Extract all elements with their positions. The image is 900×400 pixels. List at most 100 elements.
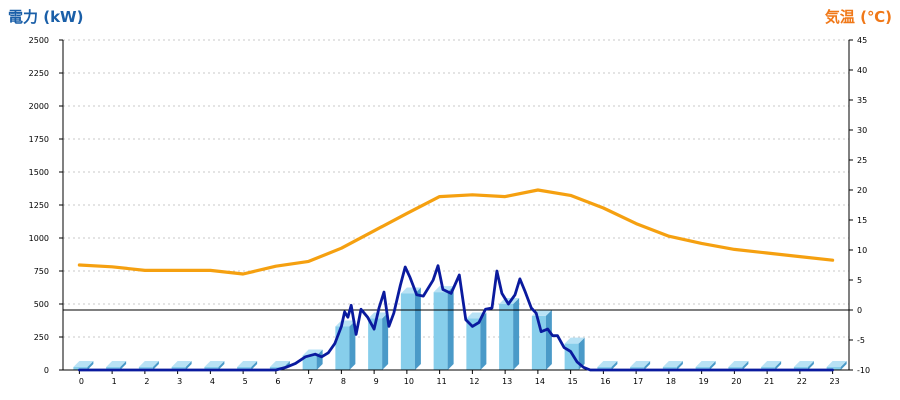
power-bar-top	[793, 361, 814, 367]
power-bar-top	[728, 361, 749, 367]
right-tick-label: -5	[857, 336, 865, 345]
left-axis-title: 電力 (kW)	[8, 8, 83, 26]
x-tick-label: 17	[633, 377, 643, 386]
power-bar-side	[218, 361, 225, 370]
right-tick-label: 0	[857, 306, 862, 315]
x-tick-label: 15	[568, 377, 578, 386]
x-tick-label: 1	[112, 377, 117, 386]
power-bar	[433, 292, 448, 370]
power-bar-side	[120, 361, 127, 370]
power-bar-top	[761, 361, 782, 367]
power-bar-top	[564, 337, 585, 344]
power-bar-top	[73, 361, 94, 367]
x-tick-label: 2	[144, 377, 149, 386]
x-tick-label: 8	[341, 377, 346, 386]
power-bar-side	[414, 287, 421, 370]
power-bar	[826, 367, 841, 370]
power-bar-top	[106, 361, 127, 367]
power-bar-side	[742, 361, 749, 370]
power-bar-side	[611, 361, 618, 370]
power-bar-side	[775, 361, 782, 370]
power-bar	[302, 355, 317, 370]
x-tick-label: 10	[404, 377, 414, 386]
power-bar-side	[545, 309, 552, 370]
right-tick-label: 5	[857, 276, 862, 285]
power-bar	[466, 318, 481, 370]
right-tick-label: 20	[857, 186, 867, 195]
power-bar-side	[185, 361, 192, 370]
x-tick-label: 5	[243, 377, 248, 386]
x-tick-label: 4	[210, 377, 215, 386]
right-tick-label: 40	[857, 66, 867, 75]
left-tick-label: 1250	[29, 201, 49, 210]
power-bar-top	[269, 361, 290, 367]
power-bar-top	[662, 361, 683, 367]
x-tick-label: 19	[699, 377, 709, 386]
left-tick-label: 250	[34, 333, 49, 342]
x-tick-label: 3	[177, 377, 182, 386]
x-tick-label: 14	[535, 377, 545, 386]
power-bar-side	[513, 298, 520, 370]
power-bar-side	[840, 361, 847, 370]
power-bar	[335, 326, 350, 370]
power-bar	[728, 367, 743, 370]
left-tick-label: 2000	[29, 102, 49, 111]
power-bar-side	[251, 361, 258, 370]
right-tick-label: 10	[857, 246, 867, 255]
power-bar-side	[578, 337, 585, 370]
ticks-layer: 02505007501000125015001750200022502500-1…	[29, 36, 870, 386]
x-tick-label: 11	[437, 377, 447, 386]
left-tick-label: 1000	[29, 234, 49, 243]
power-bar-top	[237, 361, 258, 367]
power-bar	[237, 367, 252, 370]
left-tick-label: 500	[34, 300, 49, 309]
power-bar-side	[152, 361, 159, 370]
x-tick-label: 9	[374, 377, 379, 386]
power-bar-side	[349, 320, 356, 370]
power-bar-side	[87, 361, 94, 370]
power-bar-top	[597, 361, 618, 367]
left-tick-label: 0	[44, 366, 49, 375]
lines-layer	[63, 188, 849, 372]
x-tick-label: 18	[666, 377, 676, 386]
left-tick-label: 2500	[29, 36, 49, 45]
power-bar-top	[171, 361, 192, 367]
power-bar	[73, 367, 88, 370]
power-bar	[761, 367, 776, 370]
x-tick-label: 0	[79, 377, 84, 386]
power-line	[78, 264, 834, 372]
power-bar	[630, 367, 645, 370]
axis-layer	[59, 39, 853, 374]
x-tick-label: 20	[731, 377, 741, 386]
power-bar	[499, 304, 514, 370]
power-bar-top	[630, 361, 651, 367]
right-tick-label: 30	[857, 126, 867, 135]
power-bar-top	[204, 361, 225, 367]
power-bar	[138, 367, 153, 370]
power-bar-top	[138, 361, 159, 367]
x-tick-label: 23	[830, 377, 840, 386]
x-tick-label: 13	[502, 377, 512, 386]
x-tick-label: 21	[764, 377, 774, 386]
power-bar	[204, 367, 219, 370]
right-tick-label: 35	[857, 96, 867, 105]
power-bar-top	[826, 361, 847, 367]
power-bar-side	[382, 312, 389, 370]
power-bar-side	[807, 361, 814, 370]
left-tick-label: 1750	[29, 135, 49, 144]
grid-layer	[63, 39, 849, 338]
power-bar	[597, 367, 612, 370]
power-bar	[368, 318, 383, 370]
x-tick-label: 12	[469, 377, 479, 386]
right-tick-label: 25	[857, 156, 867, 165]
x-tick-label: 16	[600, 377, 610, 386]
x-tick-label: 7	[308, 377, 313, 386]
power-bar	[695, 367, 710, 370]
left-tick-label: 750	[34, 267, 49, 276]
power-bar	[662, 367, 677, 370]
power-bar-side	[644, 361, 651, 370]
power-bar	[793, 367, 808, 370]
power-bar-side	[709, 361, 716, 370]
